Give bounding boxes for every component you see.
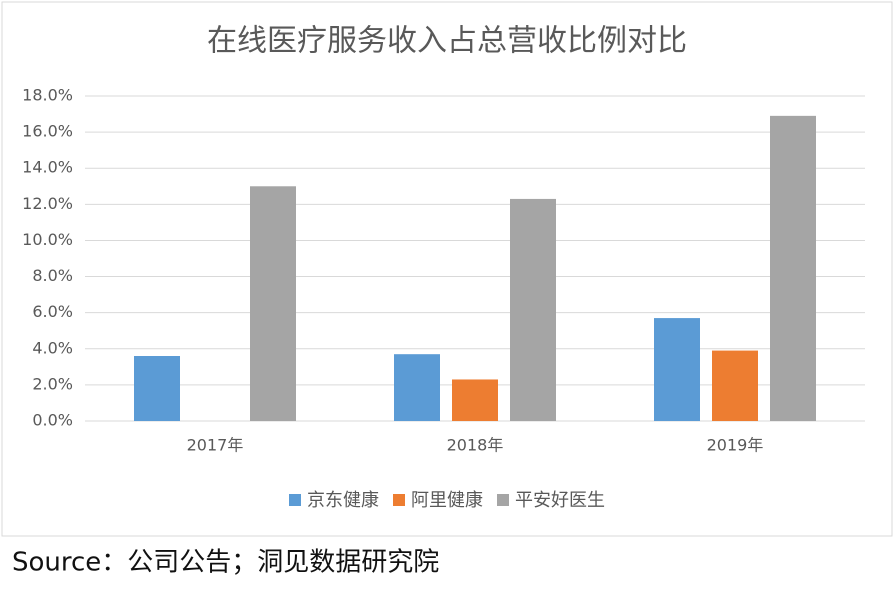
y-tick-label: 0.0% bbox=[32, 411, 73, 430]
source-note: Source：公司公告；洞见数据研究院 bbox=[12, 548, 439, 578]
x-tick-label: 2019年 bbox=[707, 436, 764, 455]
bar bbox=[510, 198, 556, 421]
legend-label: 阿里健康 bbox=[411, 490, 483, 511]
x-tick-label: 2018年 bbox=[447, 436, 504, 455]
chart-title: 在线医疗服务收入占总营收比例对比 bbox=[207, 24, 687, 59]
y-tick-label: 16.0% bbox=[22, 122, 73, 141]
y-tick-label: 12.0% bbox=[22, 194, 73, 213]
y-tick-label: 2.0% bbox=[32, 374, 73, 393]
y-tick-label: 18.0% bbox=[22, 86, 73, 105]
legend-label: 京东健康 bbox=[307, 490, 379, 511]
bar bbox=[654, 318, 700, 421]
bar bbox=[712, 350, 758, 421]
y-tick-label: 14.0% bbox=[22, 158, 73, 177]
bar bbox=[452, 379, 498, 421]
y-tick-label: 6.0% bbox=[32, 302, 73, 321]
bar bbox=[250, 186, 296, 421]
x-tick-label: 2017年 bbox=[187, 436, 244, 455]
y-tick-label: 4.0% bbox=[32, 338, 73, 357]
y-tick-label: 8.0% bbox=[32, 266, 73, 285]
legend-swatch bbox=[289, 494, 301, 506]
chart-frame bbox=[1, 1, 893, 537]
legend-label: 平安好医生 bbox=[515, 490, 605, 511]
legend-swatch bbox=[393, 494, 405, 506]
bar bbox=[134, 356, 180, 421]
legend-swatch bbox=[497, 494, 509, 506]
bar bbox=[394, 354, 440, 421]
y-tick-label: 10.0% bbox=[22, 230, 73, 249]
bar bbox=[770, 115, 816, 421]
